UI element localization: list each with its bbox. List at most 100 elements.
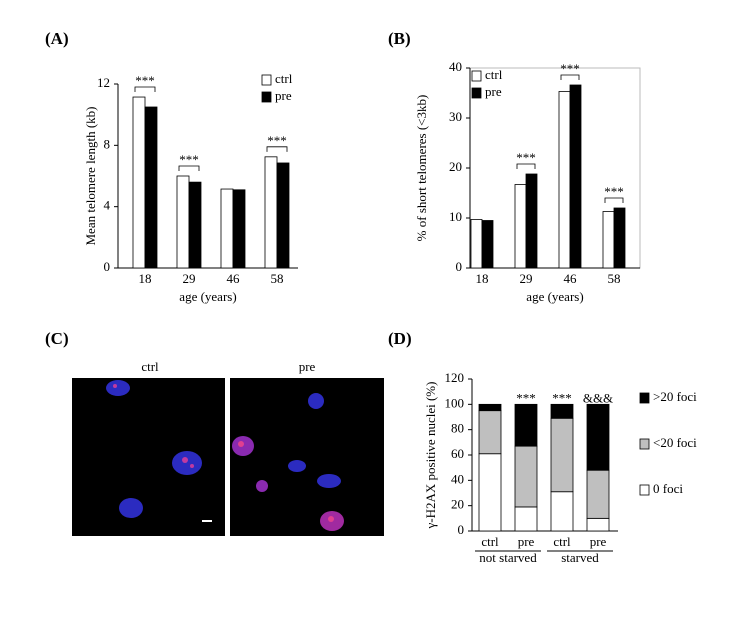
y-axis-title: % of short telomeres (<3kb) — [414, 95, 429, 242]
image-label: ctrl — [141, 359, 159, 374]
legend-swatch — [639, 392, 650, 404]
legend-label: 0 foci — [653, 481, 683, 496]
significance-label: *** — [552, 390, 572, 405]
bar — [569, 84, 582, 269]
bar — [264, 156, 278, 269]
bar — [525, 173, 538, 269]
y-tick-label: 100 — [445, 395, 465, 410]
significance-label: *** — [267, 133, 287, 148]
y-tick-label: 10 — [449, 209, 462, 224]
y-tick-label: 0 — [456, 259, 463, 274]
bar-segment — [514, 445, 538, 508]
bar — [602, 211, 615, 269]
bar — [220, 188, 234, 269]
legend-swatch — [261, 74, 272, 86]
y-axis-title: γ-H2AX positive nuclei (%) — [423, 382, 438, 530]
bar — [176, 175, 190, 269]
bar — [558, 91, 571, 269]
panel-label: (C) — [45, 329, 69, 348]
x-tick-label: 18 — [139, 271, 152, 286]
bar — [188, 181, 202, 269]
bar — [276, 162, 290, 269]
significance-label: &&& — [583, 390, 613, 405]
significance-label: *** — [560, 61, 580, 76]
x-tick-label: 29 — [183, 271, 196, 286]
panel-label: (B) — [388, 29, 411, 48]
bar — [132, 96, 146, 269]
y-tick-label: 40 — [451, 471, 464, 486]
micrograph — [230, 378, 384, 536]
legend-label: >20 foci — [653, 389, 697, 404]
bar-segment — [478, 453, 502, 532]
significance-bracket — [560, 74, 580, 80]
y-tick-label: 0 — [104, 259, 111, 274]
significance-bracket — [266, 146, 288, 152]
bar-segment — [478, 403, 502, 412]
y-tick-label: 12 — [97, 75, 110, 90]
bar — [514, 184, 527, 269]
x-axis-title: age (years) — [526, 289, 583, 304]
group-label: starved — [561, 550, 599, 565]
x-tick-label: ctrl — [553, 534, 571, 549]
legend-label: <20 foci — [653, 435, 697, 450]
bar-segment — [478, 410, 502, 455]
bar-segment — [550, 417, 574, 493]
bar — [144, 106, 158, 269]
y-tick-label: 8 — [104, 136, 111, 151]
significance-label: *** — [604, 184, 624, 199]
y-tick-label: 4 — [104, 198, 111, 213]
panel-label: (A) — [45, 29, 69, 48]
significance-label: *** — [516, 390, 536, 405]
y-tick-label: 20 — [449, 159, 462, 174]
y-tick-label: 0 — [458, 522, 465, 537]
significance-label: *** — [135, 73, 155, 88]
x-tick-label: 58 — [608, 271, 621, 286]
y-axis-title: Mean telomere length (kb) — [83, 107, 98, 246]
y-tick-label: 120 — [445, 370, 465, 385]
micrograph — [72, 378, 225, 536]
bar-segment — [514, 403, 538, 447]
legend-swatch — [471, 87, 482, 99]
x-tick-label: 29 — [520, 271, 533, 286]
bar — [232, 189, 246, 269]
group-label: not starved — [479, 550, 537, 565]
x-tick-label: ctrl — [481, 534, 499, 549]
significance-label: *** — [516, 150, 536, 165]
y-tick-label: 60 — [451, 446, 464, 461]
significance-bracket — [604, 197, 624, 203]
legend-label: pre — [485, 84, 502, 99]
bar — [613, 207, 626, 269]
bar-segment — [586, 517, 610, 532]
bar-segment — [586, 469, 610, 519]
x-tick-label: pre — [518, 534, 535, 549]
legend-label: ctrl — [275, 71, 293, 86]
significance-label: *** — [179, 152, 199, 167]
x-tick-label: 58 — [271, 271, 284, 286]
x-tick-label: 18 — [476, 271, 489, 286]
bar — [470, 219, 483, 269]
y-tick-label: 40 — [449, 59, 462, 74]
x-tick-label: 46 — [227, 271, 241, 286]
y-tick-label: 80 — [451, 421, 464, 436]
x-tick-label: pre — [590, 534, 607, 549]
legend-swatch — [471, 70, 482, 82]
bar-segment — [550, 491, 574, 532]
bar-segment — [586, 403, 610, 471]
bar — [481, 220, 494, 269]
legend-label: pre — [275, 88, 292, 103]
y-tick-label: 30 — [449, 109, 462, 124]
y-tick-label: 20 — [451, 497, 464, 512]
legend-swatch — [639, 484, 650, 496]
significance-bracket — [178, 165, 200, 171]
legend-swatch — [261, 91, 272, 103]
panel-label: (D) — [388, 329, 412, 348]
x-axis-title: age (years) — [179, 289, 236, 304]
bar-segment — [514, 506, 538, 532]
legend-label: ctrl — [485, 67, 503, 82]
x-tick-label: 46 — [564, 271, 578, 286]
legend-swatch — [639, 438, 650, 450]
significance-bracket — [516, 163, 536, 169]
bar-segment — [550, 403, 574, 419]
significance-bracket — [134, 86, 156, 93]
